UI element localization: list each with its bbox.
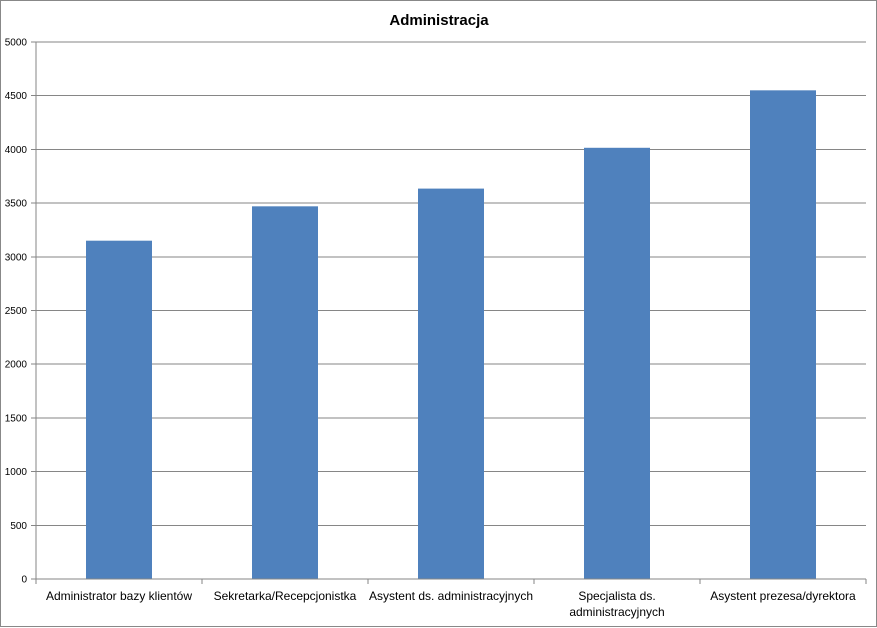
- axes: [35, 42, 867, 584]
- y-tick-label: 3000: [5, 252, 28, 263]
- y-tick-label: 5000: [5, 38, 28, 49]
- y-tick-label: 4000: [5, 145, 28, 156]
- y-tick-label: 3500: [5, 199, 28, 210]
- x-axis-tick-labels: Administrator bazy klientów Sekretarka/Re…: [46, 589, 856, 619]
- x-tick-label: Sekretarka/Recepcjonistka: [214, 589, 357, 603]
- x-tick-label: Administrator bazy klientów: [46, 589, 192, 603]
- y-axis-tick-labels: 0 500 1000 1500 2000 2500 3000 3500 4000 4500 5000: [5, 38, 36, 586]
- y-tick-label: 1500: [5, 413, 28, 424]
- x-tick-label: Specjalista ds.: [578, 589, 655, 603]
- bar: [750, 90, 816, 579]
- bars: [86, 90, 816, 579]
- x-tick-label: Asystent ds. administracyjnych: [369, 589, 533, 603]
- x-tick-label: administracyjnych: [569, 605, 664, 619]
- y-tick-label: 4500: [5, 91, 28, 102]
- chart-title: Administracja: [389, 12, 489, 29]
- y-tick-label: 1000: [5, 467, 28, 478]
- bar: [86, 240, 152, 579]
- x-tick-label: Asystent prezesa/dyrektora: [710, 589, 856, 603]
- bar: [584, 147, 650, 579]
- y-tick-label: 0: [21, 575, 27, 586]
- bar: [418, 188, 484, 579]
- y-tick-label: 2000: [5, 360, 28, 371]
- bar: [252, 206, 318, 579]
- y-tick-label: 2500: [5, 306, 28, 317]
- y-tick-label: 500: [10, 521, 27, 532]
